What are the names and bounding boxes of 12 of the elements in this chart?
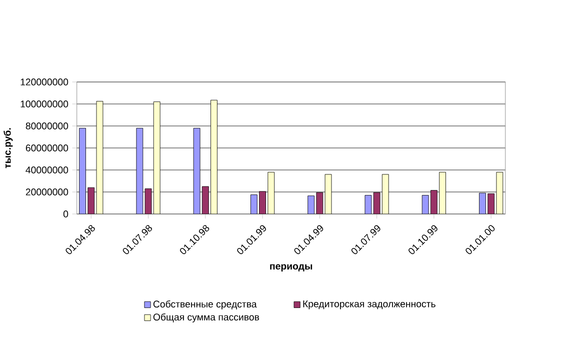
y-tick-label: 120000000 — [20, 78, 68, 86]
y-tick-label: 100000000 — [20, 100, 68, 108]
y-tick-label: 20000000 — [26, 188, 68, 196]
legend-label: Собственные средства — [153, 300, 257, 310]
y-tick-label: 0 — [63, 210, 68, 218]
y-tick-label: 60000000 — [26, 144, 68, 152]
y-tick-label: 40000000 — [26, 166, 68, 174]
legend-label: Общая сумма пассивов — [153, 314, 260, 323]
x-axis-title: периоды — [270, 264, 312, 272]
y-axis-title: тыс.руб. — [4, 128, 13, 168]
legend-label: Кредиторская задолженность — [303, 300, 436, 310]
y-tick-label: 80000000 — [26, 122, 68, 130]
